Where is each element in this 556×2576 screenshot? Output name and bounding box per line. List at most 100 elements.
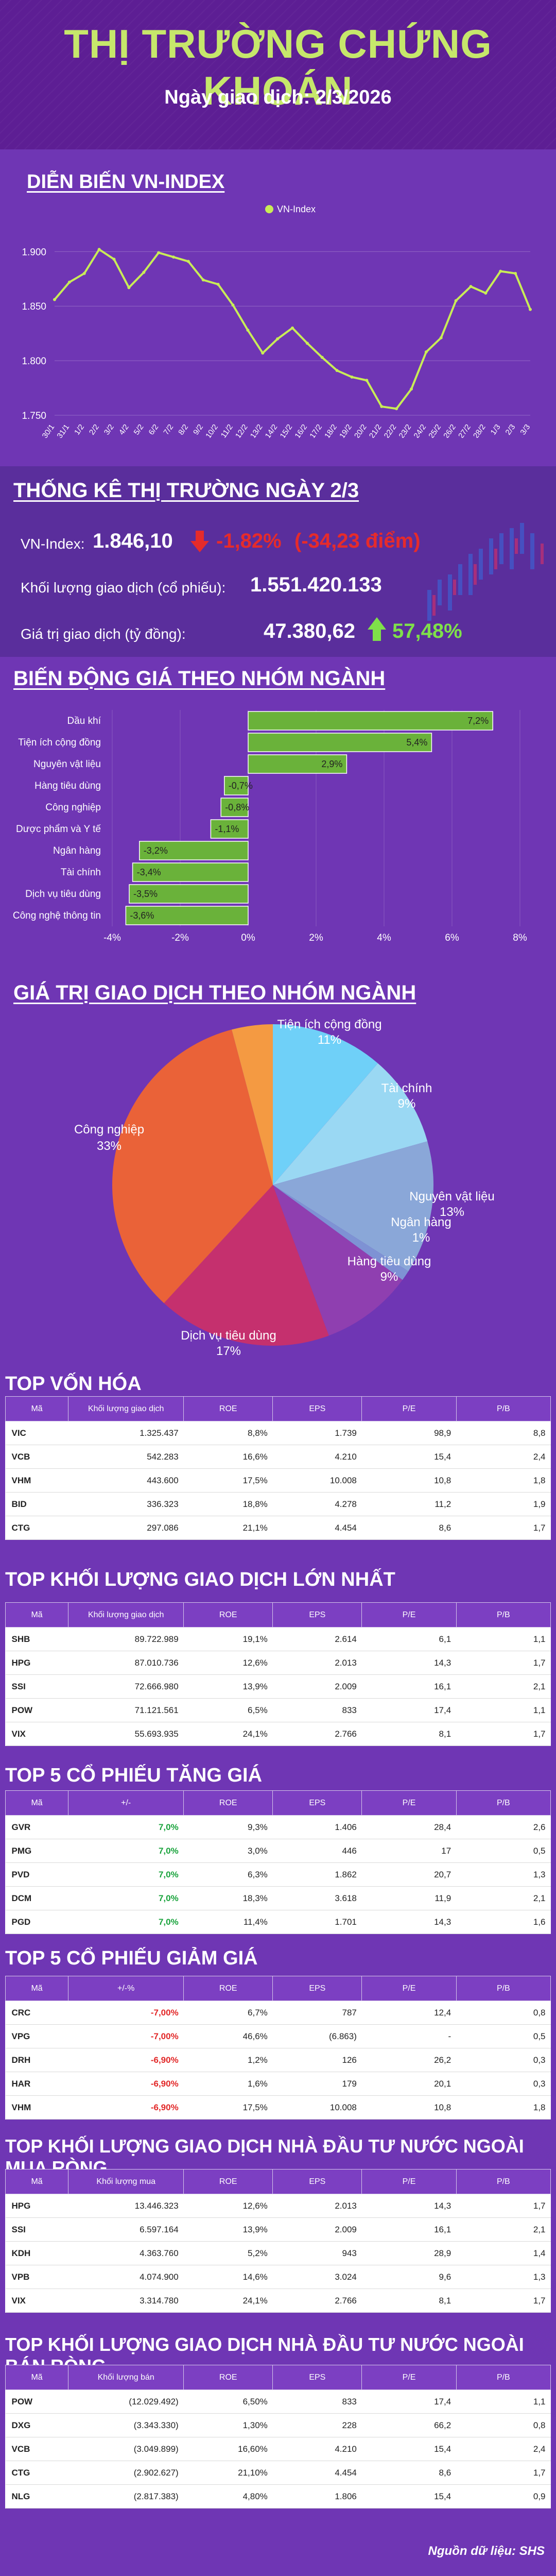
- table-cell: 2,4: [456, 2437, 551, 2461]
- table-cell: 1.406: [272, 1815, 362, 1839]
- table-row: PGD 7,0% 11,4% 1.701 14,3 1,6: [5, 1910, 551, 1934]
- table-header-row: Mã Khối lượng mua ROE EPS P/E P/B: [5, 2169, 551, 2194]
- table-cell: 11,4%: [183, 1910, 273, 1934]
- table-cell: (3.343.330): [68, 2413, 184, 2437]
- table-cell: 833: [272, 1698, 362, 1722]
- pie-slice: [273, 1063, 428, 1185]
- table-cell: 2.009: [272, 1674, 362, 1699]
- table-cell: 1,7: [456, 1516, 551, 1540]
- data-point: [365, 379, 369, 382]
- table-cell: 1,4: [456, 2241, 551, 2265]
- data-table: Mã +/-% ROE EPS P/E P/B CRC -7,00% 6,7% 787 12,4 0,…: [5, 1976, 551, 2120]
- pie-slice: [273, 1141, 433, 1272]
- table-header-row: Mã +/- ROE EPS P/E P/B: [5, 1790, 551, 1816]
- category-label: Ngân hàng: [53, 845, 101, 856]
- table-row: SSI 72.666.980 13,9% 2.009 16,1 2,1: [5, 1674, 551, 1699]
- table-cell: 55.693.935: [68, 1722, 184, 1746]
- table-cell: 28,4: [361, 1815, 457, 1839]
- trade-value: 47.380,62: [264, 620, 355, 642]
- table-cell: 98,9: [361, 1421, 457, 1445]
- table-cell: 4.074.900: [68, 2265, 184, 2289]
- table-row: DRH -6,90% 1,2% 126 26,2 0,3: [5, 2048, 551, 2072]
- up-arrow-icon: [368, 617, 386, 641]
- column-header: ROE: [183, 2365, 273, 2390]
- x-tick-label: 2/2: [88, 423, 101, 437]
- table-cell: 10,8: [361, 2095, 457, 2120]
- bar: [248, 711, 493, 731]
- x-tick-label: -4%: [103, 933, 121, 943]
- trade-value-label: Giá trị giao dịch (tỷ đồng):: [21, 626, 186, 642]
- trade-value-change: 57,48%: [392, 620, 462, 642]
- stock-code: HPG: [5, 2194, 68, 2218]
- table-cell: 2.766: [272, 2289, 362, 2313]
- table-cell: 89.722.989: [68, 1627, 184, 1651]
- data-point: [469, 285, 473, 289]
- table-cell: 3.314.780: [68, 2289, 184, 2313]
- table-cell: 6,7%: [183, 2001, 273, 2025]
- bar: [224, 776, 249, 795]
- x-tick-label: 31/1: [55, 423, 71, 438]
- table-cell: 228: [272, 2413, 362, 2437]
- table-cell: 16,6%: [183, 1445, 273, 1469]
- table-cell: 3.618: [272, 1886, 362, 1910]
- data-point: [142, 270, 146, 274]
- column-header: EPS: [272, 2365, 362, 2390]
- pie-label-ngan-hang: Ngân hàng: [391, 1215, 451, 1229]
- bar: [125, 906, 249, 925]
- table-cell: 1,6: [456, 1910, 551, 1934]
- table-cell: 4.454: [272, 2461, 362, 2485]
- y-tick-label: 1.800: [22, 356, 46, 367]
- table-cell: 18,8%: [183, 1492, 273, 1516]
- table-row: DCM 7,0% 18,3% 3.618 11,9 2,1: [5, 1886, 551, 1910]
- table-cell: 13,9%: [183, 1674, 273, 1699]
- table-row: PMG 7,0% 3,0% 446 17 0,5: [5, 1839, 551, 1863]
- stats-section-title: THỐNG KÊ THỊ TRƯỜNG NGÀY 2/3: [13, 479, 359, 502]
- x-tick-label: 19/2: [338, 423, 354, 438]
- table-cell: 20,1: [361, 2072, 457, 2096]
- table-title-tang-gia: TOP 5 CỔ PHIẾU TĂNG GIÁ: [5, 1765, 263, 1786]
- stock-code: PVD: [5, 1862, 68, 1887]
- x-tick-label: 20/2: [353, 423, 369, 438]
- table-nuoc-ngoai-ban: Mã Khối lượng bán ROE EPS P/E P/B POW (12.029.4…: [5, 2365, 551, 2509]
- column-header: Mã: [5, 1976, 69, 2001]
- column-header: Khối lượng bán: [68, 2365, 184, 2390]
- table-row: CRC -7,00% 6,7% 787 12,4 0,8: [5, 2001, 551, 2025]
- x-tick-label: 18/2: [323, 423, 339, 438]
- data-point: [216, 282, 220, 286]
- stock-code: GVR: [5, 1815, 68, 1839]
- header-banner: [0, 0, 556, 149]
- data-label: -1,1%: [215, 824, 239, 834]
- table-cell: 787: [272, 2001, 362, 2025]
- table-cell: 7,0%: [68, 1862, 184, 1887]
- x-tick-label: 28/2: [472, 423, 488, 438]
- x-tick-label: 26/2: [442, 423, 458, 438]
- table-cell: 21,1%: [183, 1516, 273, 1540]
- stock-code: VCB: [5, 1445, 68, 1469]
- category-label: Dịch vụ tiêu dùng: [25, 889, 101, 900]
- data-point: [112, 258, 116, 261]
- table-cell: (12.029.492): [68, 2389, 184, 2414]
- table-cell: 18,3%: [183, 1886, 273, 1910]
- stock-code: VPB: [5, 2265, 68, 2289]
- table-row: VIX 3.314.780 24,1% 2.766 8,1 1,7: [5, 2289, 551, 2313]
- category-label: Công nghệ thông tin: [13, 910, 101, 921]
- table-cell: 3.024: [272, 2265, 362, 2289]
- table-cell: -6,90%: [68, 2072, 184, 2096]
- table-cell: 7,0%: [68, 1886, 184, 1910]
- table-cell: -6,90%: [68, 2048, 184, 2072]
- table-row: CTG 297.086 21,1% 4.454 8,6 1,7: [5, 1516, 551, 1540]
- sector-value-section-title: GIÁ TRỊ GIAO DỊCH THEO NHÓM NGÀNH: [13, 981, 416, 1004]
- table-cell: 28,9: [361, 2241, 457, 2265]
- table-row: DXG (3.343.330) 1,30% 228 66,2 0,8: [5, 2413, 551, 2437]
- x-tick-label: 2/3: [504, 423, 517, 437]
- table-cell: 1,1: [456, 1698, 551, 1722]
- x-tick-label: 8%: [513, 933, 527, 943]
- column-header: ROE: [183, 1602, 273, 1628]
- table-cell: 1,7: [456, 2194, 551, 2218]
- pie-slice: [112, 1029, 273, 1303]
- table-row: VHM -6,90% 17,5% 10.008 10,8 1,8: [5, 2095, 551, 2120]
- table-cell: 1,30%: [183, 2413, 273, 2437]
- stock-code: VPG: [5, 2024, 68, 2048]
- table-cell: 24,1%: [183, 2289, 273, 2313]
